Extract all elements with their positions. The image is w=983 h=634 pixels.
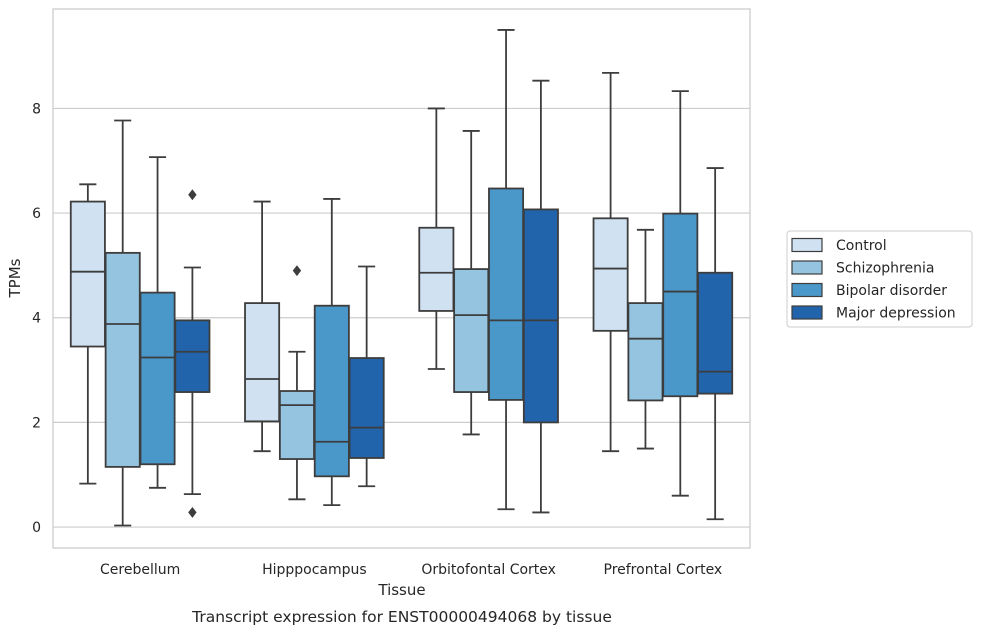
legend-swatch <box>791 305 823 320</box>
box-group <box>522 79 559 514</box>
legend-label: Major depression <box>836 306 956 322</box>
box-group <box>104 119 141 527</box>
box-iqr <box>662 212 699 398</box>
box-group <box>139 156 176 489</box>
box-iqr <box>69 200 106 348</box>
x-tick-label: Cerebellum <box>100 562 180 578</box>
legend-label: Control <box>836 238 887 254</box>
box-group <box>488 29 525 511</box>
box-iqr <box>592 217 629 332</box>
box-iqr <box>418 226 455 312</box>
legend-frame <box>786 230 973 328</box>
box-group <box>418 107 455 370</box>
box-group <box>348 265 385 488</box>
box-group <box>627 228 664 450</box>
y-axis-label: TPMs <box>6 258 24 298</box>
box-group <box>244 200 281 453</box>
legend-swatch <box>791 237 823 253</box>
box-iqr <box>488 187 525 401</box>
legend-swatch <box>791 260 823 275</box>
legend-label: Bipolar disorder <box>836 283 947 299</box>
box-iqr <box>104 251 141 468</box>
y-tick-label: 2 <box>32 415 41 431</box>
box-group <box>174 189 211 518</box>
box-group <box>69 183 106 485</box>
plot-frame <box>52 8 751 549</box>
y-tick-label: 4 <box>32 311 41 327</box>
boxes-layer <box>69 29 734 527</box>
legend: Control Schizophrenia Bipolar disorder Majo… <box>786 230 973 328</box>
box-group <box>278 265 315 501</box>
outlier-point <box>188 506 197 518</box>
box-iqr <box>627 302 664 402</box>
x-tick-label: Orbitofontal Cortex <box>421 562 556 578</box>
box-iqr <box>453 268 490 393</box>
box-iqr <box>348 357 385 459</box>
box-iqr <box>278 390 315 460</box>
box-iqr <box>697 271 734 395</box>
box-group <box>592 71 629 453</box>
y-tick-labels: 0 2 4 6 8 <box>32 101 41 536</box>
box-iqr <box>139 291 176 466</box>
legend-label: Schizophrenia <box>836 261 934 277</box>
box-iqr <box>522 208 559 424</box>
y-tick-label: 6 <box>32 206 41 222</box>
x-tick-label: Hipppocampus <box>262 562 367 578</box>
box-group <box>697 167 734 521</box>
x-tick-label: Prefrontal Cortex <box>604 562 723 578</box>
y-tick-label: 0 <box>32 520 41 536</box>
y-tick-label: 8 <box>32 101 41 117</box>
figure-caption: Transcript expression for ENST0000049406… <box>191 608 612 626</box>
box-iqr <box>174 319 211 393</box>
box-iqr <box>244 302 281 423</box>
outlier-point <box>292 265 302 277</box>
legend-swatch <box>791 282 823 298</box>
x-tick-labels: Cerebellum Hipppocampus Orbitofontal Corte… <box>100 562 722 578</box>
box-iqr <box>313 304 350 478</box>
outlier-point <box>188 189 197 201</box>
x-axis-label: Tissue <box>377 581 425 599</box>
